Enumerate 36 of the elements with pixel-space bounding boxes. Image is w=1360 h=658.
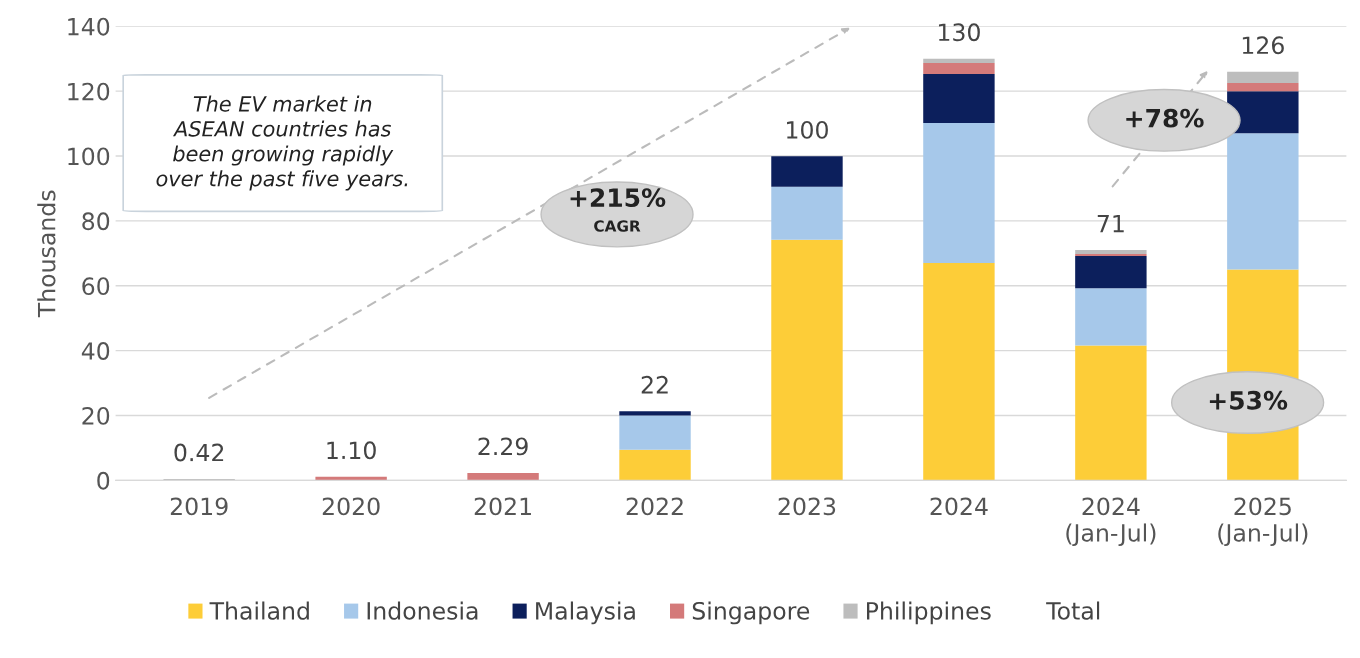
total-label: 0.42 <box>174 443 224 462</box>
legend-label: Indonesia <box>367 601 478 620</box>
x-tick-label: 2024 <box>930 497 988 516</box>
legend-label: Singapore <box>692 601 810 625</box>
text: Total <box>1046 601 1100 620</box>
total-label: 22 <box>641 375 668 394</box>
y-tick-label: 80 <box>82 212 110 231</box>
x-tick-label: 2021 <box>474 497 531 516</box>
y-tick-label: 60 <box>82 277 110 296</box>
x-tick-label: 2024 (Jan-Jul) <box>1066 497 1156 547</box>
y-tick-label: 120 <box>68 82 110 101</box>
total-label: 126 <box>1242 36 1284 55</box>
total-label: 1.10 <box>327 441 376 460</box>
legend-label: Philippines <box>867 601 991 625</box>
annotation: +78% <box>1126 108 1204 128</box>
legend-label: Thailand <box>209 601 309 620</box>
total-label: 130 <box>938 23 980 42</box>
y-tick-label: 100 <box>68 147 110 166</box>
total-label: 71 <box>1097 214 1124 233</box>
y-axis-title: Thousands <box>37 190 56 318</box>
legend-label: Malaysia <box>536 601 635 625</box>
x-tick-label: 2023 <box>778 497 836 516</box>
x-tick-label: 2020 <box>322 497 380 516</box>
x-tick-label: 2025 (Jan-Jul) <box>1218 497 1308 547</box>
annotation: The EV market in ASEAN countries has been growing rapidly over the past five years. <box>156 95 408 191</box>
total-label: 2.29 <box>478 437 528 456</box>
annotation: +215% <box>570 188 666 208</box>
x-tick-label: 2022 <box>626 497 683 516</box>
y-tick-label: 140 <box>68 17 110 36</box>
annotation: CAGR <box>594 220 641 232</box>
y-tick-label: 20 <box>82 406 110 425</box>
y-tick-label: 40 <box>81 342 110 360</box>
annotation: +53% <box>1209 390 1288 410</box>
x-tick-label: 2019 <box>170 497 228 516</box>
y-tick-label: 0 <box>97 471 110 490</box>
total-label: 100 <box>787 120 828 139</box>
